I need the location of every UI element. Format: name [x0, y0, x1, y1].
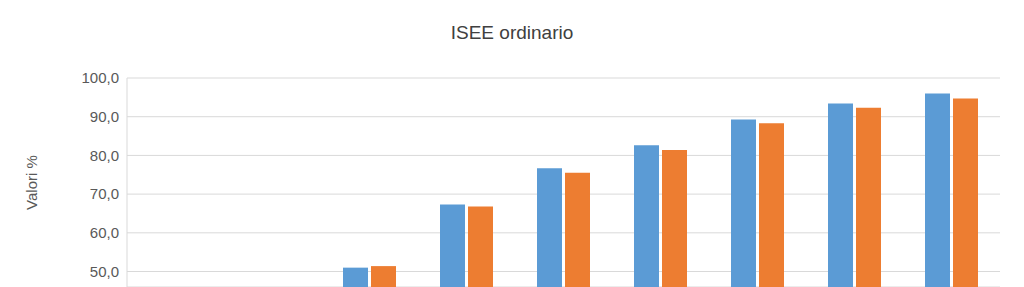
html-text:ISEE ordinario: ISEE ordinario — [450, 22, 574, 43]
svg-text:60,0: 60,0 — [90, 224, 119, 241]
svg-text:Valori %: Valori % — [23, 155, 40, 210]
svg-text:100,0: 100,0 — [81, 69, 119, 86]
svg-text:50,0: 50,0 — [90, 263, 119, 280]
svg-text:80,0: 80,0 — [90, 147, 119, 164]
svg-text:70,0: 70,0 — [90, 185, 119, 202]
svg-text:90,0: 90,0 — [90, 108, 119, 125]
